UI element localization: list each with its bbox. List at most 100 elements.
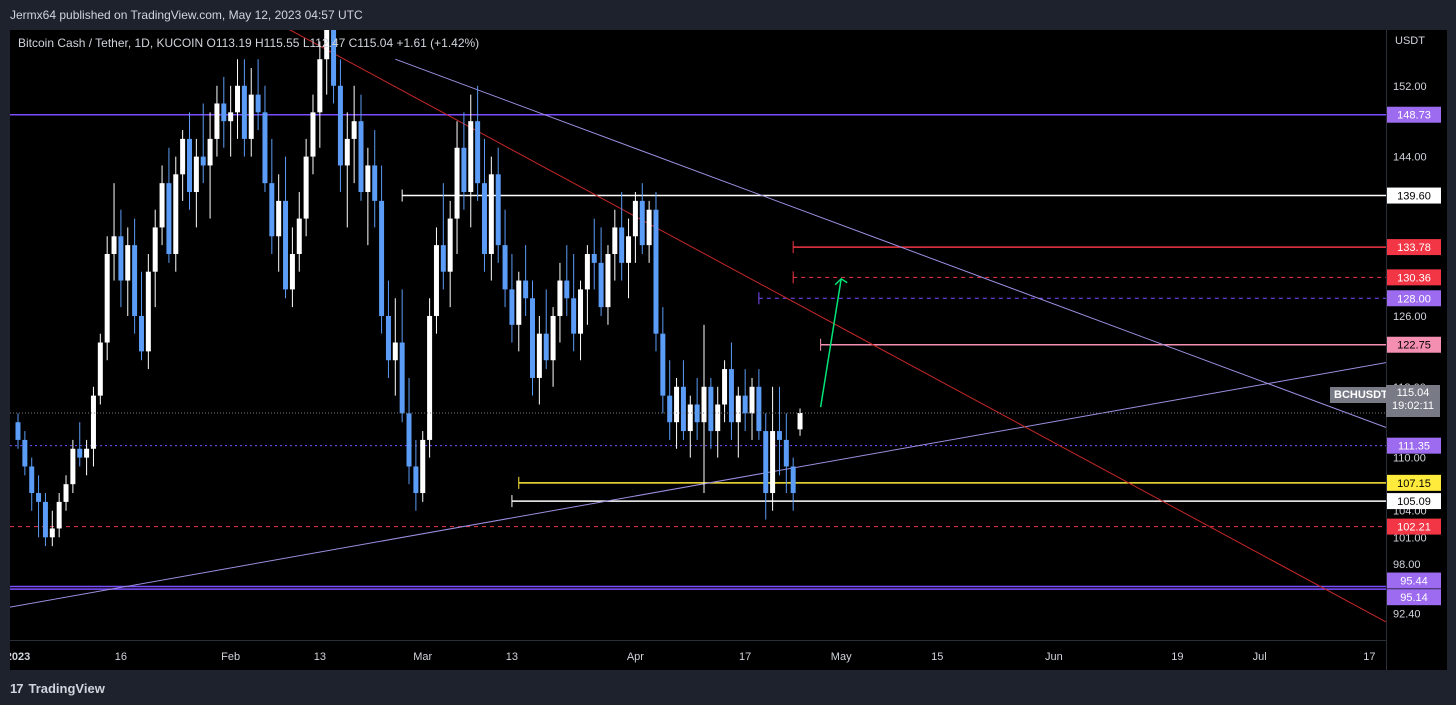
candle-body	[173, 174, 179, 254]
candle-body	[413, 466, 419, 494]
price-tag-label: 148.73	[1397, 110, 1431, 122]
time-tick-label: Apr	[627, 651, 644, 663]
candle-body	[97, 342, 103, 396]
candle-body	[207, 138, 213, 166]
candle-body	[763, 431, 769, 494]
price-tag-bg-139.60	[1387, 187, 1441, 204]
time-tick-label: Feb	[221, 651, 240, 663]
top-bar: Jermx64 published on TradingView.com, Ma…	[0, 0, 1456, 30]
candle-body	[420, 439, 426, 494]
candle-body	[317, 59, 323, 113]
candle-body	[324, 30, 330, 60]
candle-body	[193, 156, 199, 193]
candle-body	[365, 165, 371, 193]
candle-body	[530, 298, 535, 378]
candle-body	[262, 112, 268, 184]
time-tick-label: May	[831, 651, 852, 663]
price-axis[interactable]: USDT 152.00144.00126.00118.00110.00104.0…	[1386, 30, 1447, 670]
time-tick-label: Jun	[1045, 651, 1063, 663]
candle-body	[626, 236, 632, 263]
price-tag-bg-95.44	[1387, 572, 1441, 589]
chart-area[interactable]: Bitcoin Cash / Tether, 1D, KUCOIN O113.1…	[10, 30, 1386, 640]
candle-body	[475, 121, 481, 184]
time-axis-scale[interactable]: 2023 16 Feb 13 Mar 13 Apr 17 May 15 Jun 19 Jul 17	[6, 641, 1386, 671]
brand-name: TradingView	[28, 681, 105, 696]
candle-body	[461, 147, 467, 193]
horizontal-levels	[10, 113, 1386, 590]
candle-body	[502, 245, 508, 290]
candle-body	[735, 395, 741, 423]
candle-body	[310, 112, 316, 157]
footer-bar: 17 TradingView	[0, 670, 1456, 705]
price-tag-label: 130.36	[1397, 272, 1431, 284]
price-axis-scale[interactable]: USDT 152.00144.00126.00118.00110.00104.0…	[1387, 30, 1447, 670]
candle-body	[495, 174, 501, 246]
candle-body	[255, 94, 261, 113]
candle-body	[344, 138, 350, 166]
candle-body	[337, 85, 343, 166]
price-tick-label: 101.00	[1393, 532, 1427, 544]
last-price-tag: 115.04 19:02:11	[1386, 385, 1440, 417]
candle-body	[118, 236, 124, 281]
price-tick-label: 92.40	[1393, 608, 1421, 620]
candle-body	[200, 156, 206, 166]
candle-body	[90, 395, 96, 449]
price-tag-bg-111.35	[1387, 437, 1441, 454]
symbol-legend: Bitcoin Cash / Tether, 1D, KUCOIN O113.1…	[18, 36, 480, 50]
price-tick-label: 144.00	[1393, 152, 1427, 164]
candle-body	[454, 147, 460, 219]
candle-body	[516, 280, 522, 325]
candle-body	[145, 271, 151, 352]
candle-body	[776, 431, 782, 440]
candle-body	[235, 85, 241, 113]
price-tag-bg-102.21	[1387, 518, 1441, 535]
price-tag-bg-130.36	[1387, 269, 1441, 286]
candle-body	[756, 386, 762, 432]
candle-body	[385, 315, 391, 361]
candle-body	[269, 183, 275, 237]
price-chart[interactable]	[10, 30, 1386, 640]
price-tag-label: 139.60	[1397, 191, 1431, 203]
candles	[15, 30, 803, 547]
candle-body	[612, 227, 618, 254]
candle-body	[440, 245, 446, 272]
candle-body	[653, 209, 659, 334]
candle-body	[289, 253, 295, 290]
price-tick-label: 126.00	[1393, 311, 1427, 323]
candle-body	[331, 30, 337, 86]
candle-body	[63, 484, 69, 502]
candle-body	[276, 200, 282, 237]
candle-body	[351, 121, 357, 139]
candle-body	[715, 404, 721, 432]
candle-body	[646, 209, 652, 246]
candle-body	[111, 236, 117, 254]
tradingview-brand[interactable]: 17 TradingView	[10, 681, 105, 696]
candle-body	[687, 404, 693, 432]
candle-body	[790, 466, 796, 494]
last-price-value: 115.04	[1396, 387, 1430, 399]
candle-body	[379, 200, 385, 316]
candle-body	[667, 395, 673, 423]
published-by-text: Jermx64 published on TradingView.com, Ma…	[10, 8, 363, 22]
price-tag-label: 128.00	[1397, 293, 1431, 305]
time-tick-label: Jul	[1253, 651, 1267, 663]
candle-body	[29, 466, 35, 494]
candle-body	[550, 315, 556, 361]
candle-body	[660, 333, 666, 396]
candle-body	[584, 253, 590, 290]
candle-body	[152, 227, 158, 272]
time-ticks: 2023 16 Feb 13 Mar 13 Apr 17 May 15 Jun 19 Jul 17	[6, 651, 1376, 663]
time-axis[interactable]: 2023 16 Feb 13 Mar 13 Apr 17 May 15 Jun 19 Jul 17	[6, 640, 1386, 671]
arrow-shaft	[819, 278, 842, 408]
trendline-red-downtrend	[289, 30, 1386, 623]
price-tag-label: 122.75	[1397, 340, 1431, 352]
candle-body	[399, 342, 405, 414]
candle-body	[77, 448, 83, 458]
candle-body	[214, 103, 220, 139]
candle-body	[406, 413, 412, 467]
time-tick-label: 16	[115, 651, 127, 663]
candle-body	[70, 448, 76, 485]
candle-body	[674, 386, 680, 423]
tradingview-logo-icon: 17	[10, 681, 24, 696]
candle-body	[241, 85, 247, 139]
